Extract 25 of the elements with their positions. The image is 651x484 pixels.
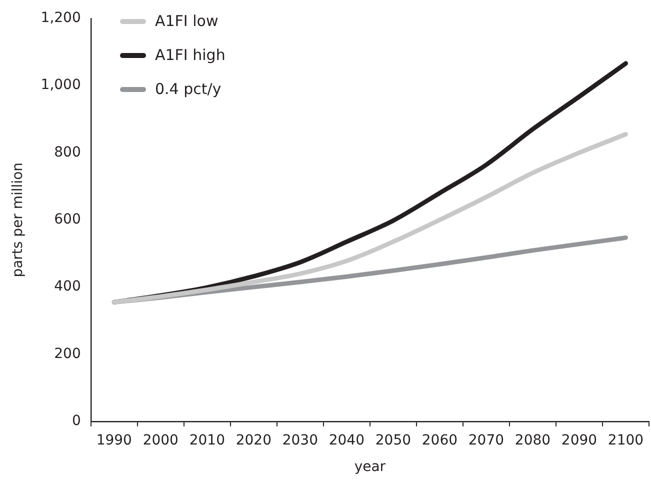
y-tick-label: 1,200 — [40, 10, 81, 26]
x-tick-label: 2080 — [514, 432, 551, 448]
x-tick-label: 2040 — [328, 432, 365, 448]
x-tick-label: 2020 — [236, 432, 272, 448]
x-tick-label: 2090 — [561, 432, 598, 448]
x-tick-label: 2050 — [375, 432, 412, 448]
legend-label: A1FI low — [155, 12, 218, 30]
y-tick-label: 400 — [54, 278, 81, 295]
y-tick-label: 600 — [54, 212, 81, 228]
y-tick-label: 800 — [54, 144, 81, 160]
x-tick-label: 2100 — [608, 432, 644, 448]
line-series — [112, 132, 628, 304]
x-tick-label: 2000 — [142, 432, 178, 448]
y-axis-title: parts per million — [10, 162, 26, 278]
y-tick-label: 1,000 — [40, 77, 81, 94]
x-tick-label: 1990 — [96, 432, 132, 448]
x-tick-label: 2060 — [422, 432, 458, 448]
x-tick-label: 2030 — [282, 432, 318, 448]
x-tick-label: 2010 — [189, 432, 225, 448]
x-axis-title: year — [354, 459, 386, 476]
legend-label: A1FI high — [155, 46, 226, 64]
legend-label: 0.4 pct/y — [155, 80, 222, 98]
y-tick-label: 200 — [54, 346, 81, 362]
y-tick-label: 0 — [72, 413, 81, 430]
x-tick-label: 2070 — [468, 432, 504, 448]
